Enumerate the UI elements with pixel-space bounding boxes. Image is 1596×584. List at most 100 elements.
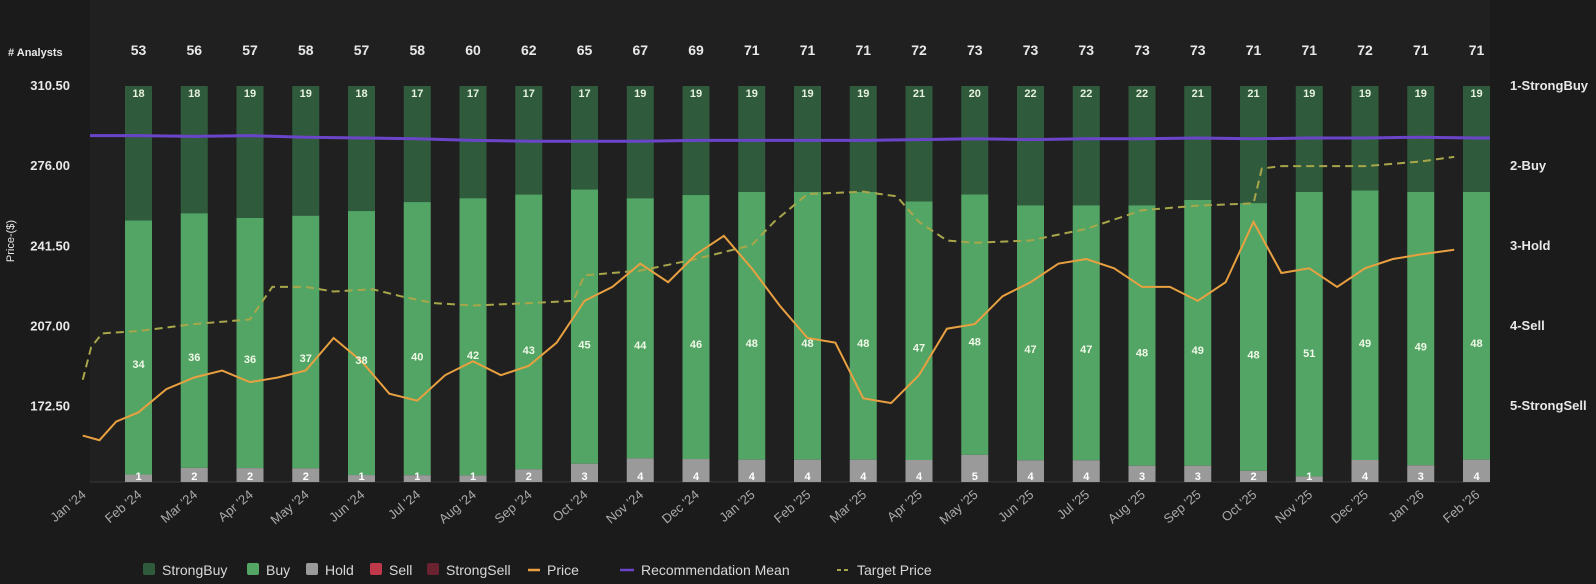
x-tick-label: Jan '26 (1385, 487, 1426, 525)
bar-hold (403, 475, 431, 482)
bar-label-hold: 2 (247, 471, 253, 483)
bar-label-hold: 1 (1306, 471, 1312, 483)
bar-hold (125, 474, 152, 482)
bar-label-buy: 47 (1024, 344, 1036, 356)
bar-buy (1240, 203, 1267, 471)
target-price-line (81, 155, 1455, 381)
analyst-count-label: 71 (1301, 42, 1317, 58)
bar-buy (794, 191, 821, 460)
bar-label-strongbuy: 20 (969, 88, 981, 100)
x-tick-label: Jul '24 (385, 487, 423, 522)
x-tick-label: Jul '25 (1054, 487, 1092, 522)
bar-buy (515, 194, 543, 470)
bar-hold (571, 463, 598, 482)
analyst-count-label: 71 (855, 42, 871, 58)
analyst-count-label: 71 (1246, 42, 1262, 58)
x-tick-label: Oct '24 (550, 487, 591, 525)
bar-label-hold: 4 (916, 471, 923, 483)
x-tick-label: Jan '25 (716, 487, 757, 525)
bar-label-strongbuy: 19 (746, 88, 758, 100)
bar-strongbuy (571, 86, 598, 190)
x-tick-label: Apr '25 (884, 487, 925, 525)
bar-label-hold: 4 (804, 471, 811, 483)
bar-strongbuy (1184, 86, 1212, 200)
bar-hold (1351, 460, 1379, 482)
analyst-count-label: 71 (1413, 42, 1429, 58)
bar-hold (459, 475, 487, 482)
analyst-count-label: 72 (1357, 42, 1373, 58)
analyst-count-label: 71 (800, 42, 816, 58)
bar-hold (1407, 465, 1435, 482)
bar-buy (1351, 190, 1379, 460)
legend-label-target-price: Target Price (857, 562, 932, 578)
bar-buy (403, 202, 431, 476)
bar-buy (1407, 191, 1435, 466)
bar-label-hold: 1 (414, 471, 420, 483)
x-tick-label: Mar '25 (827, 487, 870, 526)
bar-buy (1072, 205, 1100, 461)
bar-label-buy: 34 (132, 359, 145, 371)
legend-label-buy: Buy (266, 562, 290, 578)
bar-buy (626, 198, 654, 459)
bar-hold (1240, 470, 1267, 482)
bar-label-strongbuy: 22 (1080, 88, 1092, 100)
x-tick-label: Jun '24 (326, 487, 367, 525)
bar-buy (1128, 205, 1156, 466)
x-tick-label: Nov '24 (603, 487, 646, 527)
bar-label-buy: 49 (1415, 341, 1427, 353)
left-tick-label: 207.00 (30, 318, 70, 333)
analyst-count-label: 60 (465, 42, 481, 58)
bar-label-hold: 4 (1473, 471, 1480, 483)
bar-label-strongbuy: 19 (634, 88, 646, 100)
bar-buy (459, 198, 487, 476)
bar-buy (236, 218, 264, 469)
bar-label-buy: 48 (969, 337, 981, 349)
x-tick-label: Apr '24 (215, 487, 256, 525)
x-tick-label: Dec '25 (1328, 487, 1371, 527)
bar-label-hold: 4 (1083, 471, 1090, 483)
bar-hold (905, 460, 933, 482)
x-tick-label: Sep '25 (1161, 487, 1204, 527)
bar-hold (1184, 465, 1212, 482)
bar-label-strongbuy: 17 (578, 88, 590, 100)
left-tick-label: 310.50 (30, 78, 70, 93)
bar-label-buy: 48 (1136, 347, 1148, 359)
bar-label-strongbuy: 17 (523, 88, 535, 100)
bar-label-buy: 49 (1359, 338, 1371, 350)
x-tick-label: Mar '24 (158, 487, 201, 526)
bar-label-buy: 47 (913, 342, 925, 354)
bar-strongbuy (1017, 86, 1044, 206)
bar-label-strongbuy: 19 (1303, 88, 1315, 100)
right-tick-label: 2-Buy (1510, 158, 1547, 173)
bar-label-buy: 48 (801, 338, 813, 350)
bar-hold (236, 468, 264, 482)
bar-buy (1017, 205, 1044, 461)
bar-hold (682, 459, 710, 482)
analyst-count-label: 67 (632, 42, 648, 58)
bar-buy (1463, 191, 1490, 460)
right-tick-label: 4-Sell (1510, 318, 1545, 333)
x-tick-label: May '24 (267, 487, 311, 527)
bar-label-buy: 42 (467, 350, 479, 362)
y-axis-title: Price-($) (5, 220, 17, 262)
bar-hold (1017, 460, 1044, 482)
bar-label-hold: 3 (1139, 471, 1145, 483)
bar-strongbuy (348, 86, 375, 212)
analyst-count-label: 57 (354, 42, 370, 58)
bar-hold (1072, 460, 1100, 482)
legend-swatch-strongsell (427, 563, 439, 575)
bar-label-strongbuy: 19 (300, 88, 312, 100)
legend: StrongBuy Buy Hold Sell StrongSell Price… (143, 562, 932, 578)
bar-buy (738, 191, 766, 460)
bar-buy (905, 201, 933, 460)
analyst-count-label: 73 (1190, 42, 1206, 58)
bar-label-strongbuy: 18 (188, 88, 200, 100)
bar-label-hold: 2 (303, 471, 309, 483)
analyst-count-label: 58 (409, 42, 425, 58)
bar-strongbuy (1072, 86, 1100, 206)
x-tick-label: Aug '25 (1105, 487, 1148, 527)
bar-label-hold: 3 (581, 471, 587, 483)
bar-label-strongbuy: 22 (1024, 88, 1036, 100)
bar-hold (961, 454, 989, 482)
right-tick-label: 5-StrongSell (1510, 398, 1587, 413)
